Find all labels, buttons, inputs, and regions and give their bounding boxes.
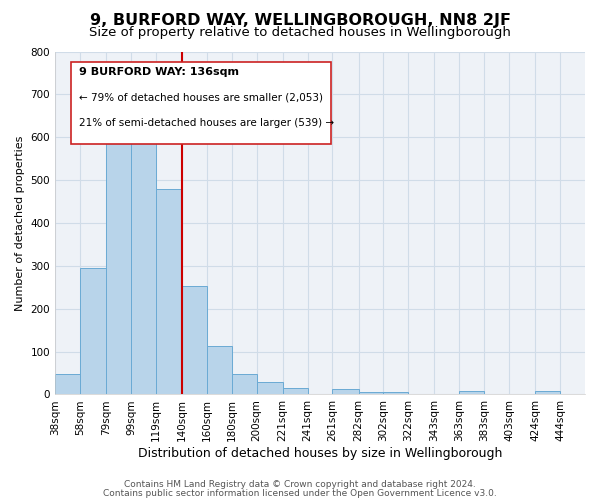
Text: Contains HM Land Registry data © Crown copyright and database right 2024.: Contains HM Land Registry data © Crown c… xyxy=(124,480,476,489)
Bar xyxy=(232,374,257,394)
Bar xyxy=(106,116,131,394)
Bar xyxy=(257,382,283,394)
Bar xyxy=(359,392,383,394)
Text: Contains public sector information licensed under the Open Government Licence v3: Contains public sector information licen… xyxy=(103,488,497,498)
Bar xyxy=(182,286,207,395)
Bar xyxy=(460,390,484,394)
Y-axis label: Number of detached properties: Number of detached properties xyxy=(15,136,25,310)
Bar xyxy=(55,374,80,394)
Bar xyxy=(156,188,182,394)
Bar xyxy=(535,391,560,394)
Bar xyxy=(332,390,359,394)
Bar xyxy=(207,346,232,395)
Text: ← 79% of detached houses are smaller (2,053): ← 79% of detached houses are smaller (2,… xyxy=(79,92,323,102)
Bar xyxy=(131,112,156,395)
FancyBboxPatch shape xyxy=(71,62,331,144)
Bar xyxy=(80,268,106,394)
Text: 9, BURFORD WAY, WELLINGBOROUGH, NN8 2JF: 9, BURFORD WAY, WELLINGBOROUGH, NN8 2JF xyxy=(89,12,511,28)
Text: Size of property relative to detached houses in Wellingborough: Size of property relative to detached ho… xyxy=(89,26,511,39)
Bar xyxy=(383,392,409,394)
Text: 9 BURFORD WAY: 136sqm: 9 BURFORD WAY: 136sqm xyxy=(79,67,239,77)
X-axis label: Distribution of detached houses by size in Wellingborough: Distribution of detached houses by size … xyxy=(138,447,502,460)
Text: 21% of semi-detached houses are larger (539) →: 21% of semi-detached houses are larger (… xyxy=(79,118,334,128)
Bar xyxy=(283,388,308,394)
